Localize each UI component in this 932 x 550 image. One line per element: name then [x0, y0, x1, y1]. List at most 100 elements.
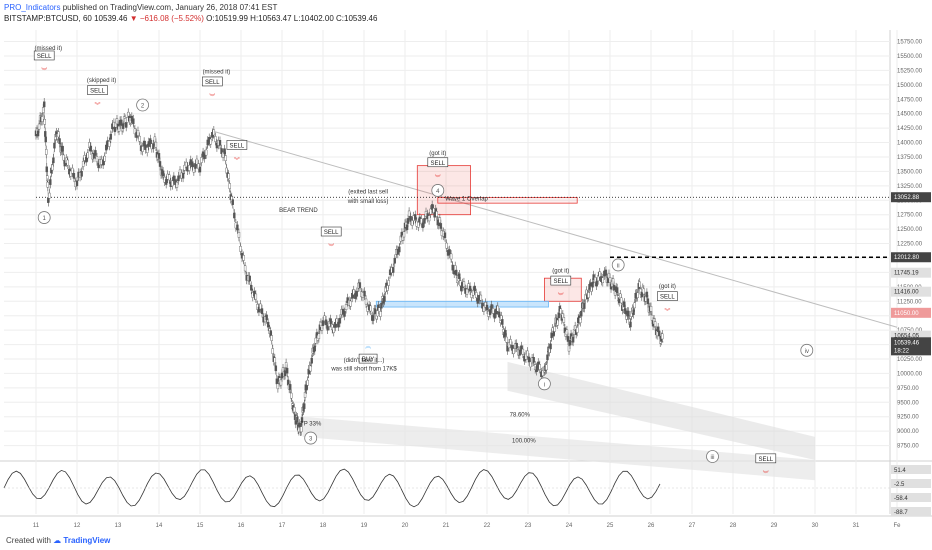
candle-body	[490, 304, 493, 310]
candle-body	[44, 136, 47, 143]
sell-signal-label: SELL	[205, 80, 220, 86]
wave-label: iv	[805, 349, 809, 355]
price-tick-label: 8750.00	[897, 444, 919, 450]
candle-body	[97, 162, 100, 169]
chart-annotation: 78.60%	[510, 413, 531, 419]
price-tick-label: 14000.00	[897, 141, 923, 147]
candle-body	[567, 345, 571, 352]
candle-body	[283, 370, 287, 376]
wave-label: 2	[141, 104, 145, 110]
candle-body	[62, 154, 65, 161]
candle-body	[512, 348, 515, 354]
time-tick-label: 18	[320, 523, 327, 529]
candle-body	[421, 222, 425, 229]
sell-chevron-icon: ︾	[328, 244, 334, 251]
candle-body	[279, 379, 283, 386]
candle-body	[593, 277, 597, 283]
time-tick-label: 15	[197, 523, 204, 529]
candle-body	[231, 199, 235, 205]
wave-label: ii	[617, 263, 620, 269]
candle-body	[484, 301, 487, 308]
candle-body	[650, 314, 654, 321]
sell-chevron-icon: ︾	[209, 94, 215, 101]
candle-body	[553, 326, 556, 332]
candle-body	[462, 281, 466, 288]
price-tick-label: 12500.00	[897, 227, 923, 233]
sell-signal-box	[33, 50, 55, 61]
candle-body	[51, 164, 54, 171]
candle-body	[448, 249, 451, 255]
candle-body	[177, 175, 180, 182]
candle-body	[491, 308, 495, 314]
candle-body	[509, 339, 512, 345]
candle-body	[358, 282, 362, 288]
time-tick-label: 14	[156, 523, 163, 529]
candle-body	[221, 151, 225, 158]
candle-body	[89, 145, 93, 152]
wave-label: iii	[711, 455, 715, 461]
candle-body	[305, 384, 308, 391]
candle-body	[223, 148, 226, 155]
candle-body	[119, 119, 123, 126]
candle-body	[405, 224, 409, 231]
oscillator-axis-tag	[891, 465, 931, 474]
candle-body	[601, 277, 605, 284]
symbol-name[interactable]: BITSTAMP:BTCUSD, 60	[4, 14, 92, 23]
candle-body	[317, 333, 321, 340]
candle-body	[633, 302, 636, 309]
wave-label-circle	[431, 184, 445, 197]
candle-body	[45, 149, 48, 155]
time-tick-label: 12	[74, 523, 81, 529]
candle-body	[479, 294, 483, 301]
candle-body	[103, 155, 106, 162]
candle-body	[203, 153, 206, 160]
candle-body	[580, 310, 583, 317]
candle-body	[265, 314, 268, 321]
price-tick-label: 15250.00	[897, 68, 923, 74]
candle-body	[75, 180, 79, 187]
candle-body	[595, 280, 598, 287]
last-price: 10539.46	[94, 14, 128, 23]
candle-body	[321, 320, 325, 326]
candle-body	[37, 123, 41, 130]
footer: Created with ☁ TradingView	[6, 536, 110, 545]
candle-body	[387, 280, 390, 286]
candle-body	[309, 365, 312, 372]
candle-body	[364, 298, 368, 305]
candle-body	[649, 306, 653, 312]
sell-signal-label: SELL	[324, 230, 339, 236]
candle-body	[300, 426, 303, 433]
candle-body	[303, 392, 307, 398]
candle-body	[406, 218, 410, 224]
candle-body	[611, 278, 615, 285]
chart-annotation: (got it)	[429, 151, 446, 157]
oscillator-axis-label: -58.4	[894, 496, 908, 502]
candle-body	[535, 366, 538, 372]
candle-body	[417, 221, 420, 228]
candle-body	[501, 319, 504, 325]
candle-body	[126, 117, 129, 123]
candle-body	[398, 246, 401, 253]
candle-body	[254, 293, 258, 300]
candle-body	[184, 161, 188, 168]
candle-body	[214, 136, 217, 142]
candle-body	[608, 277, 612, 283]
price-tick-label: 9750.00	[897, 386, 919, 392]
candle-body	[275, 378, 279, 385]
tradingview-logo-icon: ☁	[53, 536, 62, 545]
sell-signal-label: SELL	[758, 457, 773, 463]
price-axis-tag-label: 10539.46	[894, 340, 920, 346]
author-link[interactable]: PRO_Indicators	[4, 3, 61, 12]
wave-label-circle	[538, 377, 551, 391]
candle-body	[310, 357, 313, 364]
tradingview-brand[interactable]: TradingView	[63, 536, 111, 545]
candle-body	[576, 327, 579, 333]
oscillator-axis-tag	[891, 479, 931, 488]
candle-body	[409, 216, 412, 222]
candle-body	[332, 327, 335, 333]
candle-body	[175, 182, 179, 188]
candle-body	[296, 416, 299, 423]
candle-body	[429, 208, 432, 215]
candle-body	[645, 291, 649, 298]
